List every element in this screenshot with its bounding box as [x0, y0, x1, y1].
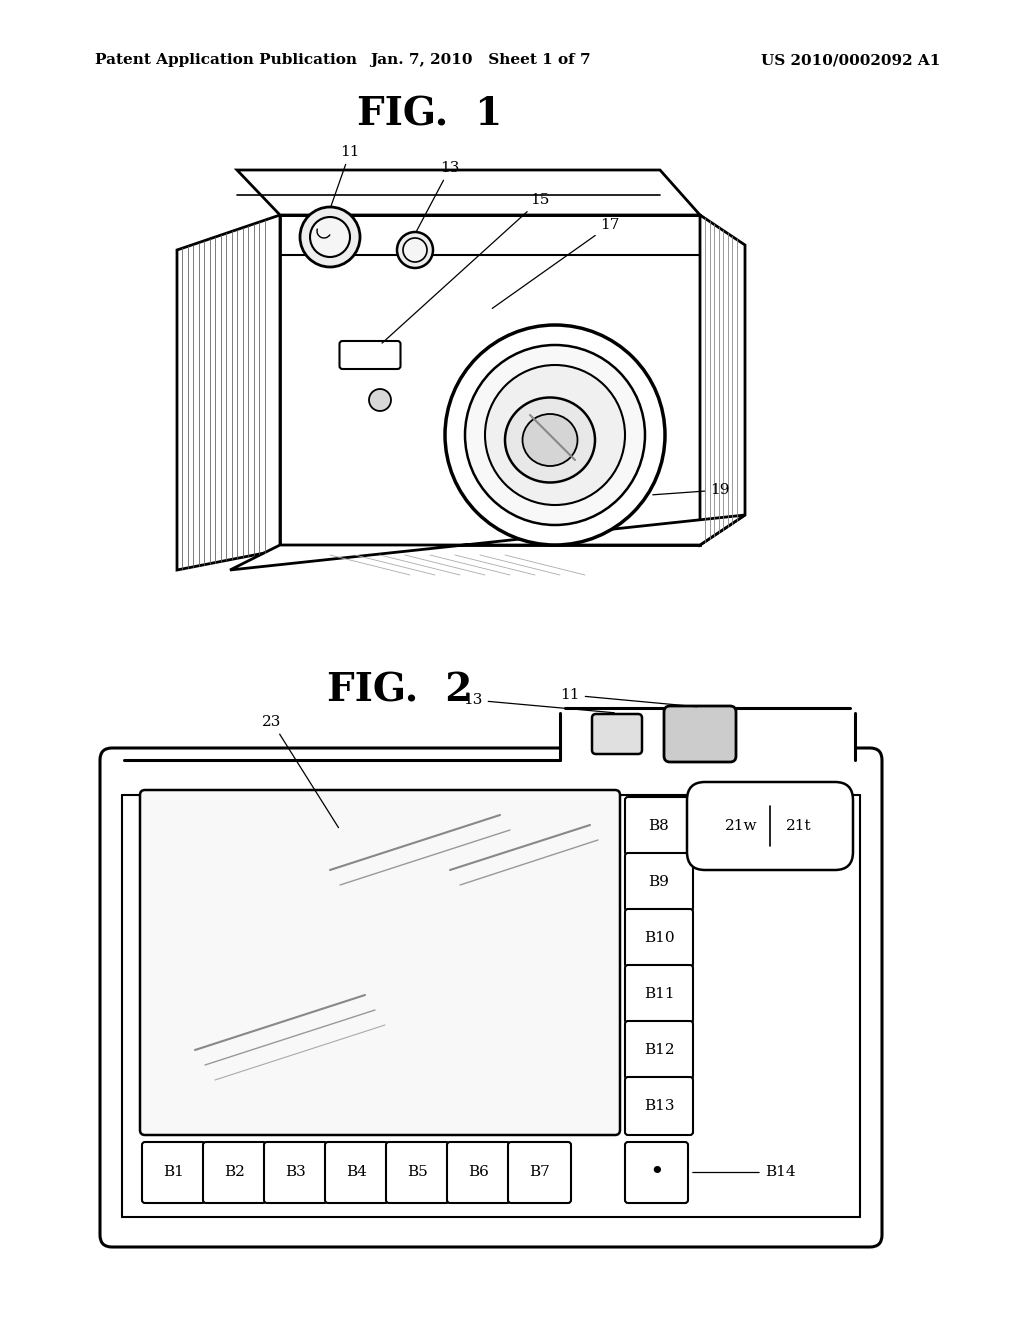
- Text: 13: 13: [463, 693, 614, 713]
- FancyBboxPatch shape: [625, 1077, 693, 1135]
- Circle shape: [465, 345, 645, 525]
- Text: FIG.  2: FIG. 2: [328, 671, 473, 709]
- Circle shape: [300, 207, 360, 267]
- Text: 21t: 21t: [785, 818, 811, 833]
- Text: B9: B9: [648, 875, 670, 888]
- FancyBboxPatch shape: [625, 1142, 688, 1203]
- Text: 19: 19: [652, 483, 730, 498]
- Text: Jan. 7, 2010   Sheet 1 of 7: Jan. 7, 2010 Sheet 1 of 7: [370, 53, 590, 67]
- Text: FIG.  1: FIG. 1: [357, 96, 503, 135]
- Text: 11: 11: [560, 688, 697, 706]
- FancyBboxPatch shape: [625, 965, 693, 1023]
- Text: B10: B10: [644, 931, 675, 945]
- Text: 15: 15: [382, 193, 550, 343]
- FancyBboxPatch shape: [447, 1142, 510, 1203]
- FancyBboxPatch shape: [203, 1142, 266, 1203]
- Text: 21w: 21w: [725, 818, 758, 833]
- Text: B12: B12: [644, 1043, 675, 1057]
- Text: B13: B13: [644, 1100, 674, 1113]
- FancyBboxPatch shape: [625, 909, 693, 968]
- Text: B8: B8: [648, 818, 670, 833]
- Text: Patent Application Publication: Patent Application Publication: [95, 53, 357, 67]
- Text: US 2010/0002092 A1: US 2010/0002092 A1: [761, 53, 940, 67]
- Text: B7: B7: [529, 1166, 550, 1180]
- FancyBboxPatch shape: [625, 1020, 693, 1078]
- FancyBboxPatch shape: [664, 706, 736, 762]
- FancyBboxPatch shape: [625, 797, 693, 855]
- Polygon shape: [560, 708, 855, 760]
- Text: B2: B2: [224, 1166, 245, 1180]
- FancyBboxPatch shape: [142, 1142, 205, 1203]
- Circle shape: [397, 232, 433, 268]
- Circle shape: [485, 366, 625, 506]
- Text: 13: 13: [417, 161, 460, 231]
- Polygon shape: [700, 215, 745, 545]
- Ellipse shape: [505, 397, 595, 483]
- Text: 23: 23: [262, 715, 339, 828]
- Text: B11: B11: [644, 987, 675, 1001]
- FancyBboxPatch shape: [325, 1142, 388, 1203]
- Polygon shape: [177, 215, 280, 570]
- FancyBboxPatch shape: [100, 748, 882, 1247]
- Text: B6: B6: [468, 1166, 488, 1180]
- Circle shape: [369, 389, 391, 411]
- FancyBboxPatch shape: [264, 1142, 327, 1203]
- Text: 17: 17: [493, 218, 620, 309]
- Polygon shape: [237, 170, 700, 215]
- Text: •: •: [649, 1162, 664, 1184]
- FancyBboxPatch shape: [592, 714, 642, 754]
- FancyBboxPatch shape: [340, 341, 400, 370]
- Text: 11: 11: [331, 145, 359, 206]
- Ellipse shape: [522, 414, 578, 466]
- Circle shape: [310, 216, 350, 257]
- Text: B14: B14: [693, 1166, 796, 1180]
- Polygon shape: [230, 515, 745, 570]
- Text: B3: B3: [285, 1166, 306, 1180]
- Text: B5: B5: [408, 1166, 428, 1180]
- FancyBboxPatch shape: [140, 789, 620, 1135]
- FancyBboxPatch shape: [386, 1142, 449, 1203]
- Text: B4: B4: [346, 1166, 367, 1180]
- FancyBboxPatch shape: [625, 853, 693, 911]
- FancyBboxPatch shape: [687, 781, 853, 870]
- Circle shape: [445, 325, 665, 545]
- Circle shape: [403, 238, 427, 261]
- Text: B1: B1: [163, 1166, 184, 1180]
- FancyBboxPatch shape: [508, 1142, 571, 1203]
- Polygon shape: [280, 215, 700, 545]
